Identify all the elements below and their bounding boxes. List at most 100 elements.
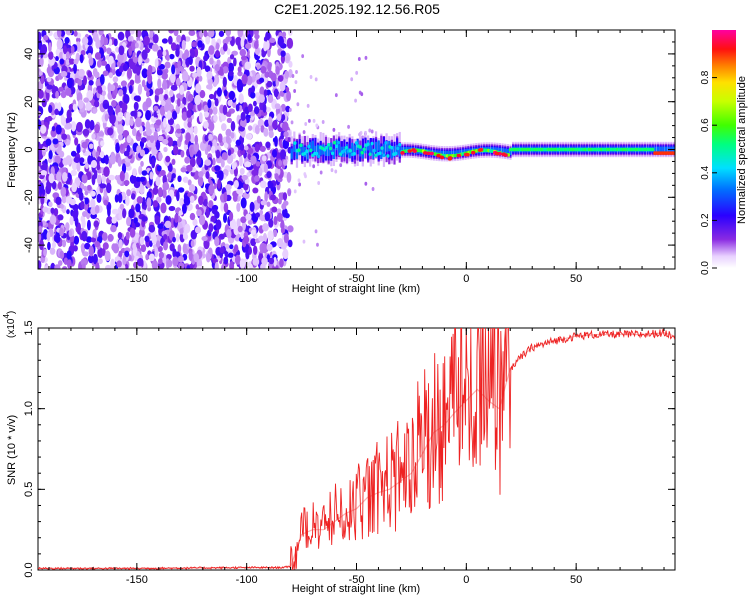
heatmap-cell — [273, 229, 278, 238]
heatmap-cell — [153, 105, 159, 111]
heatmap-cell — [128, 84, 133, 95]
heatmap-cell — [280, 130, 285, 140]
heatmap-cell — [254, 125, 260, 135]
heatmap-cell — [267, 181, 274, 189]
heatmap-cell — [217, 133, 223, 144]
heatmap-cell — [121, 264, 126, 269]
heatmap-cell — [135, 203, 141, 213]
heatmap-cell — [353, 145, 357, 156]
heatmap-cell — [255, 161, 261, 167]
heatmap-cell — [73, 63, 77, 75]
heatmap-cell — [208, 184, 215, 195]
heatmap-cell — [280, 50, 286, 57]
heatmap-cell — [287, 146, 292, 154]
heatmap-cell — [70, 45, 75, 54]
heatmap-cell — [315, 123, 319, 128]
heatmap-cell — [77, 222, 81, 233]
heatmap-cell — [55, 90, 59, 99]
heatmap-cell — [189, 65, 195, 72]
heatmap-cell — [56, 38, 63, 50]
heatmap-cell — [101, 90, 106, 97]
heatmap-cell — [206, 71, 213, 80]
heatmap-cell — [258, 235, 264, 242]
heatmap-cell — [262, 232, 268, 243]
heatmap-cell — [266, 89, 272, 96]
heatmap-cell — [73, 208, 79, 218]
heatmap-cell — [196, 209, 202, 217]
heatmap-cell — [366, 142, 370, 146]
heatmap-cell — [154, 93, 159, 103]
heatmap-cell — [184, 156, 191, 164]
heatmap-cell — [41, 162, 48, 173]
heatmap-cell — [107, 233, 114, 242]
heatmap-cell — [90, 198, 96, 210]
heatmap-cell — [139, 228, 145, 238]
heatmap-cell — [68, 229, 73, 238]
heatmap-cell — [204, 159, 212, 166]
heatmap-cell — [102, 70, 109, 77]
heatmap-cell — [249, 30, 254, 38]
heatmap-cell — [126, 135, 132, 144]
heatmap-cell — [330, 168, 334, 173]
heatmap-cell — [239, 48, 247, 57]
heatmap-cell — [61, 167, 67, 174]
heatmap-cell — [312, 118, 316, 123]
heatmap-cell — [65, 58, 70, 66]
y-exponent-label: (x104) — [2, 311, 17, 338]
heatmap-cell — [63, 257, 69, 265]
heatmap-cell — [372, 148, 375, 160]
bottom-y-axis-label: SNR (10 * v/v) — [6, 415, 18, 485]
heatmap-cell — [177, 60, 181, 68]
heatmap-cell — [342, 149, 347, 153]
heatmap-cell — [208, 223, 214, 233]
heatmap-cell — [115, 142, 120, 154]
heatmap-cell — [118, 89, 124, 97]
colorbar-tick-label: 0.0 — [700, 261, 711, 275]
heatmap-cell — [110, 258, 115, 269]
heatmap-cell — [110, 224, 117, 233]
heatmap-cell — [72, 103, 77, 111]
heatmap-cell — [49, 247, 56, 255]
heatmap-cell — [314, 77, 318, 82]
heatmap-cell — [285, 55, 290, 62]
heatmap-cell — [111, 67, 116, 76]
heatmap-cell — [160, 202, 167, 214]
heatmap-cell — [319, 170, 323, 175]
heatmap-cell — [208, 45, 215, 55]
heatmap-cell — [228, 211, 234, 221]
heatmap-cell — [145, 109, 152, 121]
heatmap-cell — [92, 67, 98, 77]
heatmap-cell — [39, 56, 44, 67]
heatmap-cell — [103, 166, 110, 177]
heatmap-cell — [226, 48, 231, 56]
heatmap-cell — [145, 128, 152, 136]
heatmap-cell — [155, 176, 161, 187]
heatmap-cell — [133, 101, 139, 111]
heatmap-cell — [166, 254, 172, 260]
heatmap-cell — [81, 230, 88, 242]
heatmap-cell — [255, 212, 261, 218]
heatmap-cell — [97, 174, 102, 185]
top-y-axis-label: Frequency (Hz) — [6, 112, 18, 188]
heatmap-cell — [50, 264, 55, 269]
heatmap-cell — [158, 151, 163, 162]
heatmap-cell — [239, 143, 245, 151]
heatmap-cell — [223, 256, 229, 265]
heatmap-cell — [177, 244, 182, 254]
heatmap-cell — [339, 163, 343, 168]
heatmap-cell — [121, 102, 128, 112]
heatmap-cell — [65, 117, 70, 125]
heatmap-cell — [263, 89, 268, 97]
heatmap-cell — [158, 87, 164, 95]
heatmap-cell — [118, 250, 123, 258]
heatmap-cell — [126, 68, 133, 80]
heatmap-cell — [248, 246, 253, 255]
heatmap-cell — [90, 190, 96, 197]
heatmap-cell — [301, 144, 304, 155]
heatmap-peak — [412, 149, 417, 153]
heatmap-cell — [65, 222, 70, 231]
heatmap-cell — [276, 237, 284, 248]
heatmap-cell — [84, 203, 89, 211]
heatmap-cell — [111, 100, 117, 108]
heatmap-cell — [182, 176, 189, 183]
